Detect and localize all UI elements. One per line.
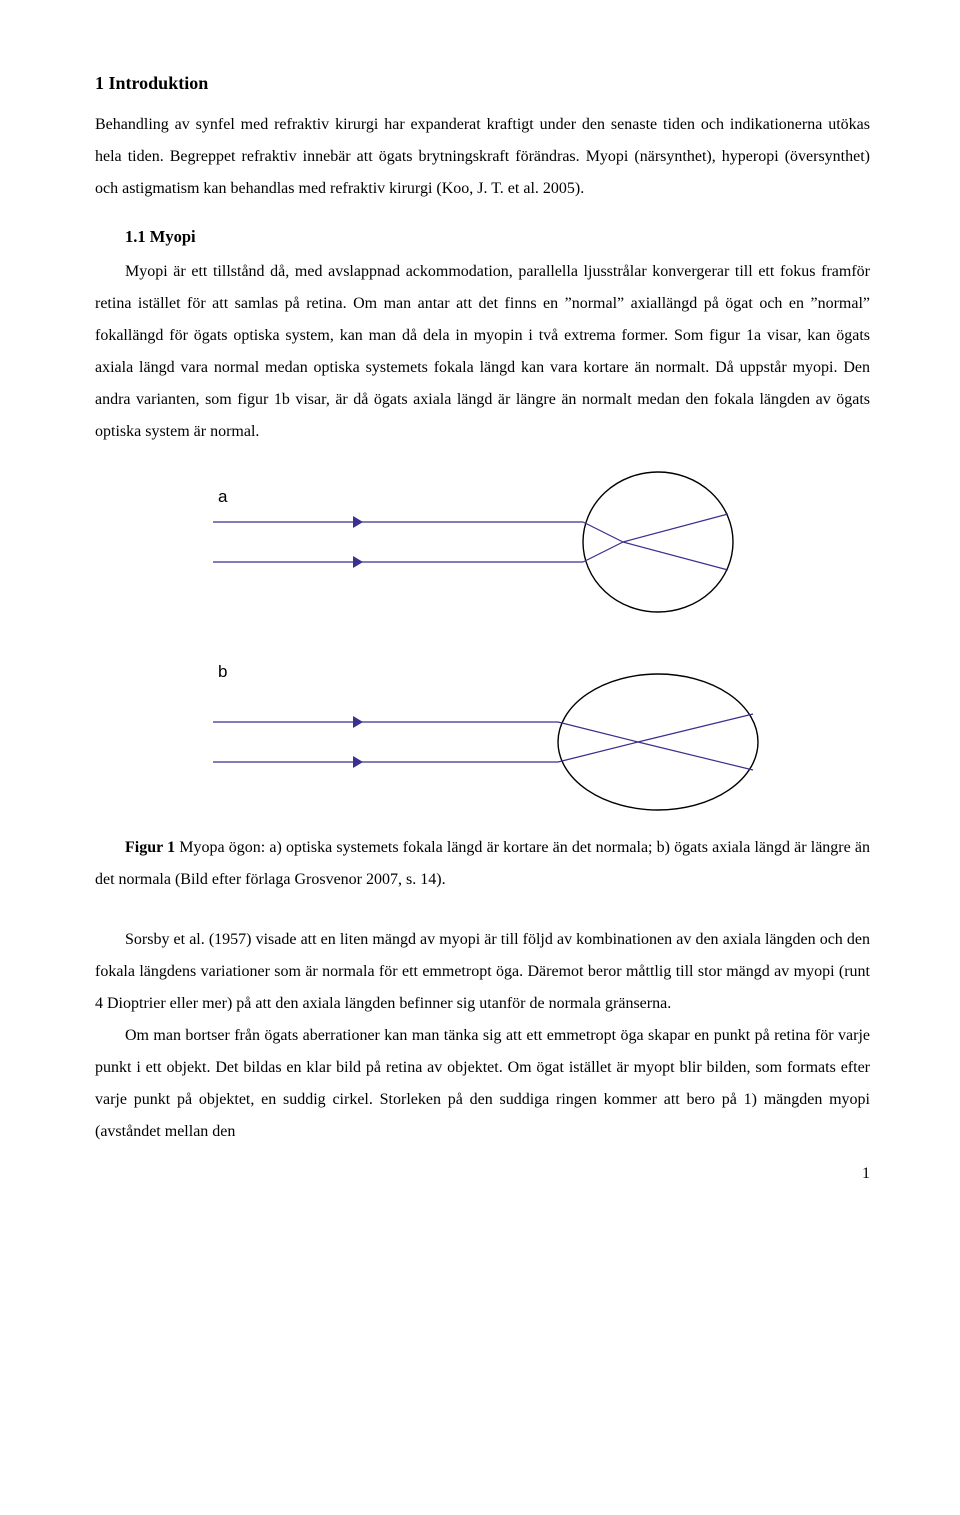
paragraph-sorsby: Sorsby et al. (1957) visade att en liten… (95, 924, 870, 1020)
figure-1-caption-lead: Figur 1 (125, 839, 175, 856)
paragraph-aberrations: Om man bortser från ögats aberrationer k… (95, 1020, 870, 1148)
figure-1: ab (95, 462, 870, 822)
paragraph-intro: Behandling av synfel med refraktiv kirur… (95, 109, 870, 205)
svg-text:b: b (218, 662, 227, 681)
figure-1-svg: ab (163, 462, 803, 822)
paragraph-myopi: Myopi är ett tillstånd då, med avslappna… (95, 256, 870, 448)
svg-text:a: a (218, 487, 228, 506)
figure-1-caption-text: Myopa ögon: a) optiska systemets fokala … (95, 839, 870, 888)
section-heading-1: 1 Introduktion (95, 70, 870, 97)
page-number: 1 (95, 1162, 870, 1186)
figure-1-caption: Figur 1 Myopa ögon: a) optiska systemets… (95, 832, 870, 896)
section-heading-1-1: 1.1 Myopi (95, 225, 870, 250)
